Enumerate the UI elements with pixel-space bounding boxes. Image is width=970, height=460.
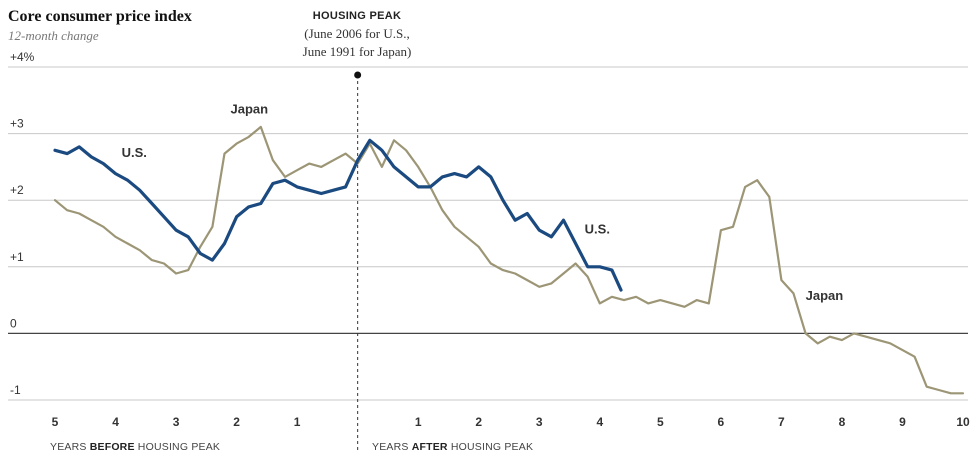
x-tick-label: 3 bbox=[536, 415, 543, 429]
x-axis-label-after: YEARS AFTER HOUSING PEAK bbox=[372, 441, 533, 453]
x-tick-label: 4 bbox=[112, 415, 119, 429]
housing-peak-note-line-1: (June 2006 for U.S., bbox=[304, 26, 409, 41]
x-tick-label: 5 bbox=[657, 415, 664, 429]
x-tick-label: 2 bbox=[233, 415, 240, 429]
series-line-u-s bbox=[53, 138, 623, 292]
x-tick-label: 1 bbox=[294, 415, 301, 429]
y-tick-label: +1 bbox=[10, 250, 24, 264]
x-tick-label: 8 bbox=[839, 415, 846, 429]
housing-peak-marker bbox=[354, 71, 362, 79]
series-label-u-s: U.S. bbox=[585, 222, 610, 237]
x-tick-label: 7 bbox=[778, 415, 785, 429]
chart-title: Core consumer price index bbox=[8, 8, 192, 25]
series-labels: Japan Japan U.S. U.S. bbox=[122, 102, 844, 303]
x-axis-ticks: 5 4 3 2 1 1 2 3 4 5 6 7 8 9 10 bbox=[52, 415, 970, 429]
series-lines bbox=[53, 125, 965, 395]
x-axis-label-before: YEARS BEFORE HOUSING PEAK bbox=[50, 441, 220, 453]
x-tick-label: 4 bbox=[596, 415, 603, 429]
chart-subtitle: 12-month change bbox=[8, 28, 99, 43]
y-tick-label: +4% bbox=[10, 50, 35, 64]
housing-peak-note-line-2: June 1991 for Japan) bbox=[303, 44, 412, 59]
x-tick-label: 2 bbox=[475, 415, 482, 429]
y-tick-label: +2 bbox=[10, 183, 24, 197]
series-label-u-s: U.S. bbox=[122, 145, 147, 160]
x-tick-label: 6 bbox=[718, 415, 725, 429]
housing-peak-title: HOUSING PEAK bbox=[313, 10, 402, 22]
x-tick-label: 10 bbox=[956, 415, 970, 429]
x-tick-label: 9 bbox=[899, 415, 906, 429]
gridlines bbox=[8, 66, 968, 401]
series-label-japan: Japan bbox=[806, 288, 844, 303]
series-label-japan: Japan bbox=[231, 102, 269, 117]
x-tick-label: 1 bbox=[415, 415, 422, 429]
x-tick-label: 3 bbox=[173, 415, 180, 429]
y-tick-label: -1 bbox=[10, 383, 21, 397]
y-axis-ticks: +4% +3 +2 +1 0 -1 bbox=[10, 50, 35, 397]
series-line-japan bbox=[53, 125, 965, 395]
y-tick-label: 0 bbox=[10, 316, 17, 330]
y-tick-label: +3 bbox=[10, 117, 24, 131]
x-tick-label: 5 bbox=[52, 415, 59, 429]
